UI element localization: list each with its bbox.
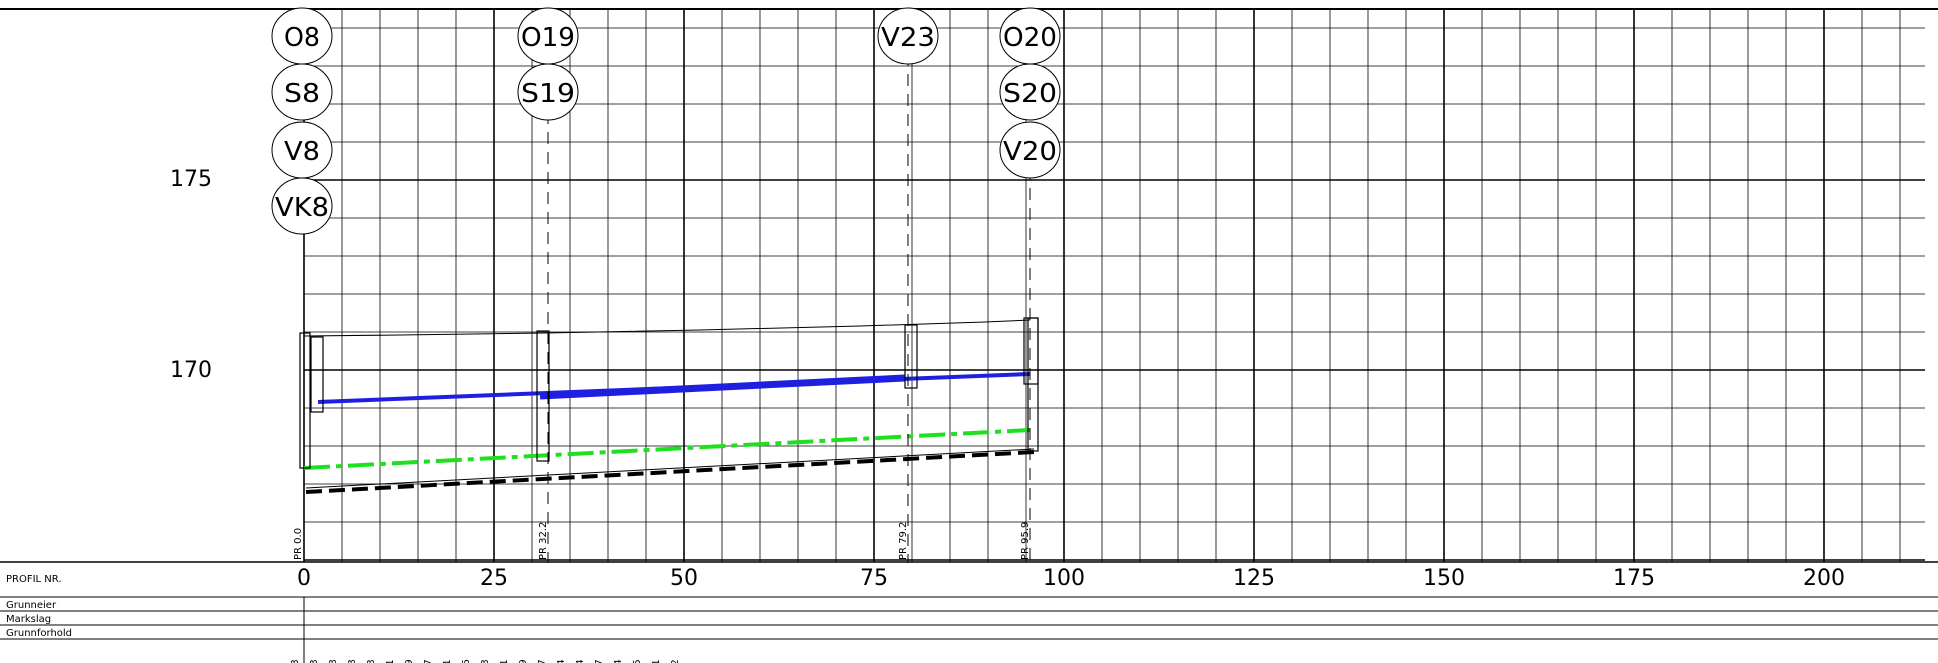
bottom-value: 11 xyxy=(499,659,510,663)
bottom-value: 96 xyxy=(461,659,472,663)
bottom-value: 32 xyxy=(670,659,681,663)
bottom-value: 03 xyxy=(480,659,491,663)
manhole-shaft xyxy=(536,330,550,462)
profile-grid xyxy=(303,9,1925,562)
bottom-values: 23 33 78 78 33 91 99 97 91 96 03 11 09 27 34 34 27 24 25 31… xyxy=(290,659,681,663)
bottom-value: 31 xyxy=(651,659,662,663)
profile-point-label: PR 0.0 xyxy=(293,528,304,560)
bottom-value: 34 xyxy=(575,659,586,663)
bottom-value: 27 xyxy=(537,659,548,663)
manhole-label: O19 xyxy=(521,23,575,53)
table-row-label: Grunneier xyxy=(6,600,57,611)
station-axis: 0 25 50 75 100 125 150 175 200 xyxy=(297,566,1845,591)
profile-point-label: PR 79.2 xyxy=(898,522,909,560)
profile-point-labels: PR 0.0 PR 32.2 PR 79.2 PR 95.9 xyxy=(293,522,1031,560)
manhole-labels: O8 S8 V8 VK8 O19 S19 V23 O20 S20 V20 xyxy=(271,7,1061,235)
elevation-axis: 175 170 xyxy=(170,167,212,383)
bottom-value: 97 xyxy=(423,659,434,663)
manhole-label: V23 xyxy=(881,23,935,53)
manhole-circle xyxy=(877,7,939,65)
bottom-value: 91 xyxy=(385,659,396,663)
manhole-shaft xyxy=(310,336,324,413)
elevation-label: 170 xyxy=(170,358,212,383)
bottom-value: 78 xyxy=(328,659,339,663)
manhole-shafts xyxy=(299,317,1039,469)
manhole-label: V20 xyxy=(1003,137,1057,167)
bottom-value: 91 xyxy=(442,659,453,663)
station-label: 200 xyxy=(1803,566,1845,591)
bottom-value: 34 xyxy=(556,659,567,663)
station-label: 50 xyxy=(670,566,698,591)
station-label: 175 xyxy=(1613,566,1655,591)
manhole-label: VK8 xyxy=(275,193,329,223)
manhole-centerlines xyxy=(547,54,1031,563)
station-label: 0 xyxy=(297,566,311,591)
profile-point-label: PR 32.2 xyxy=(538,522,549,560)
station-label: 75 xyxy=(860,566,888,591)
station-label: 25 xyxy=(480,566,508,591)
terrain-line xyxy=(303,319,1031,337)
table-row-labels: PROFIL NR. Grunneier Markslag Grunnforho… xyxy=(6,574,72,639)
manhole-label: S19 xyxy=(521,79,575,109)
manhole-label: S20 xyxy=(1003,79,1057,109)
manhole-shaft xyxy=(299,332,311,469)
storm-pipe-line-thin xyxy=(305,448,1035,489)
sewer-pipe-line xyxy=(303,428,1031,470)
bottom-value: 78 xyxy=(347,659,358,663)
bottom-value: 27 xyxy=(594,659,605,663)
bottom-value: 23 xyxy=(290,659,301,663)
manhole-circle xyxy=(999,63,1061,121)
manhole-label: O8 xyxy=(284,23,320,53)
bottom-value: 25 xyxy=(632,659,643,663)
manhole-circle xyxy=(271,63,333,121)
manhole-circle xyxy=(999,121,1061,179)
manhole-shaft xyxy=(1027,317,1039,452)
table-row-label: PROFIL NR. xyxy=(6,574,62,585)
water-pipe-line-thick xyxy=(539,374,906,400)
manhole-label: O20 xyxy=(1003,23,1057,53)
manhole-label: V8 xyxy=(284,137,320,167)
table-row-label: Grunnforhold xyxy=(6,628,72,639)
station-label: 150 xyxy=(1423,566,1465,591)
bottom-value: 33 xyxy=(366,659,377,663)
station-label: 125 xyxy=(1233,566,1275,591)
station-label: 100 xyxy=(1043,566,1085,591)
manhole-circle xyxy=(271,177,333,235)
bottom-value: 24 xyxy=(613,659,624,663)
manhole-shaft xyxy=(904,324,918,389)
profile-point-label: PR 95.9 xyxy=(1020,522,1031,560)
bottom-value: 09 xyxy=(518,659,529,663)
elevation-label: 175 xyxy=(170,167,212,192)
table-row-label: Markslag xyxy=(6,614,51,625)
manhole-label: S8 xyxy=(284,79,320,109)
drawing-frame xyxy=(0,8,1938,663)
bottom-value: 99 xyxy=(404,659,415,663)
storm-pipe-line xyxy=(305,450,1035,494)
manhole-circle xyxy=(517,63,579,121)
bottom-value: 33 xyxy=(309,659,320,663)
